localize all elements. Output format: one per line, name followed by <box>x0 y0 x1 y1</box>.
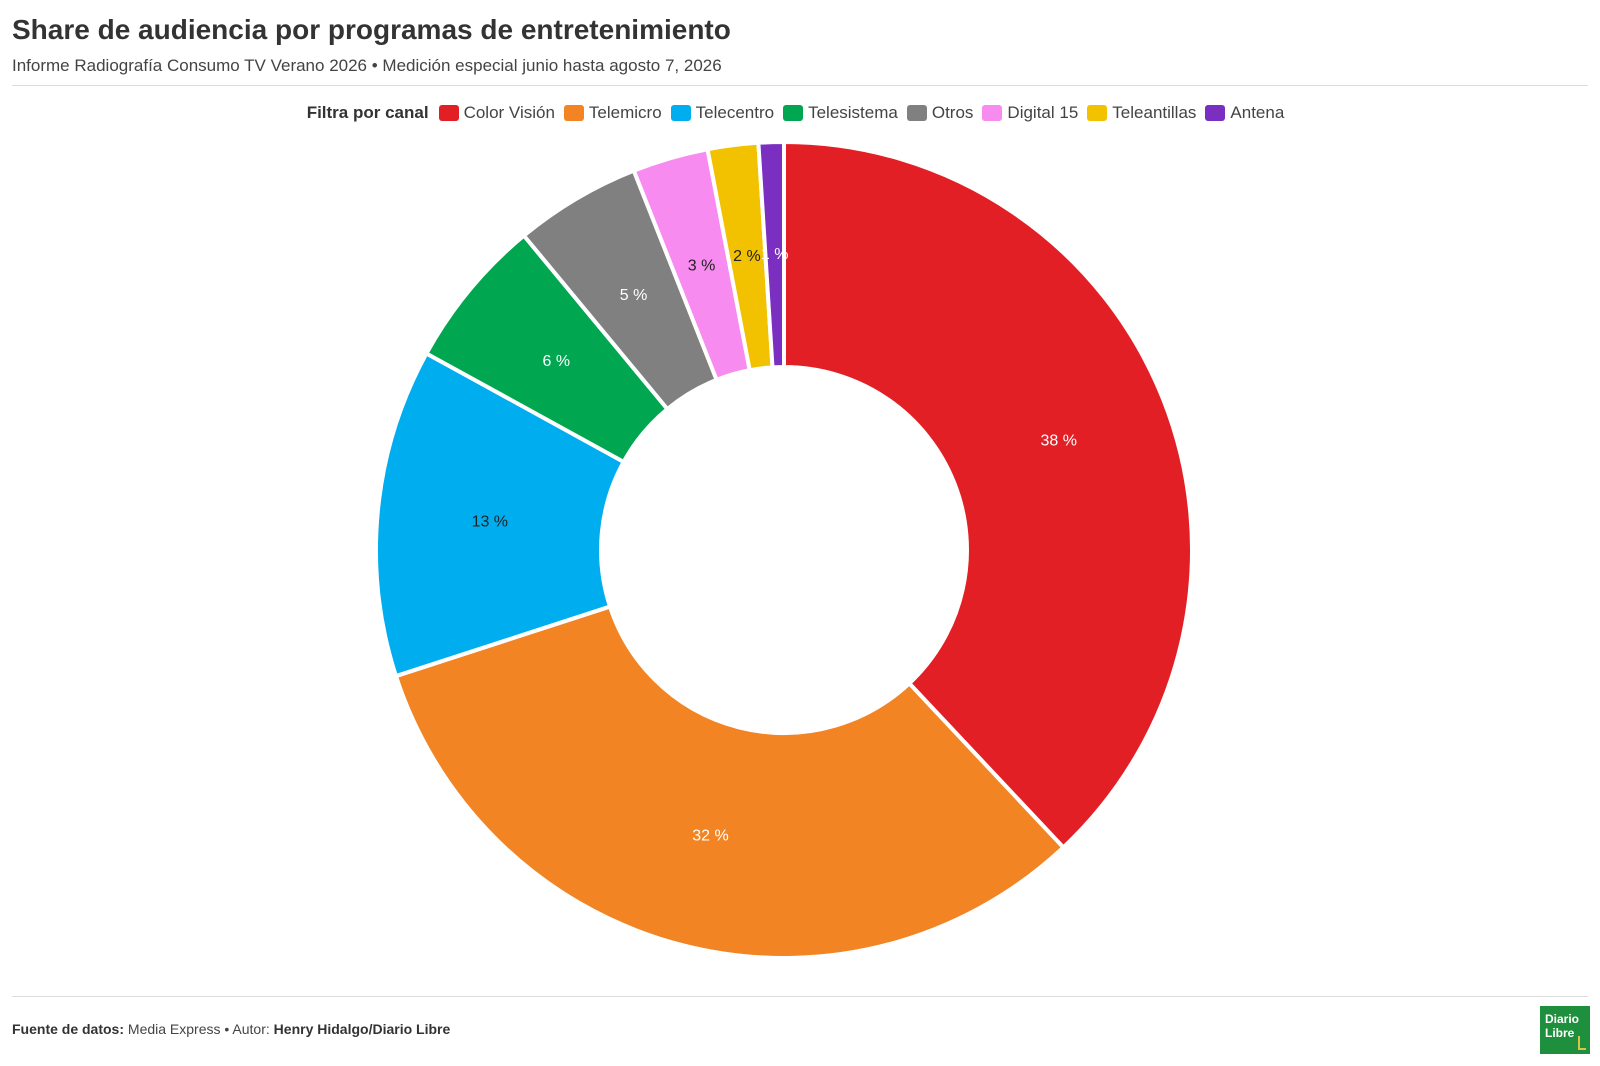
legend-item-telemicro[interactable]: Telemicro <box>563 101 662 125</box>
legend-swatch <box>783 105 804 121</box>
chart-header: Share de audiencia por programas de entr… <box>12 10 1588 78</box>
author-value: Henry Hidalgo/Diario Libre <box>273 1021 451 1037</box>
legend-swatch <box>906 105 927 121</box>
slice-label-telemicro: 32 % <box>692 827 728 844</box>
legend-item-telesistema[interactable]: Telesistema <box>783 101 898 125</box>
slice-label-color-vision: 38 % <box>1041 432 1077 449</box>
logo-line-2: Libre <box>1545 1026 1575 1040</box>
legend-label: Teleantillas <box>1112 103 1197 122</box>
legend-item-telecentro[interactable]: Telecentro <box>670 101 775 125</box>
slice-label-telecentro: 13 % <box>472 513 508 530</box>
legend-label: Digital 15 <box>1007 103 1079 122</box>
logo-mark-icon <box>1578 1036 1586 1050</box>
slice-color-vision[interactable] <box>782 140 1194 850</box>
slice-label-teleantillas: 2 % <box>733 248 761 265</box>
slice-antena[interactable] <box>756 140 786 370</box>
legend-swatch <box>982 105 1003 121</box>
legend-item-otros[interactable]: Otros <box>906 101 974 125</box>
slice-label-digital-15: 3 % <box>688 257 716 274</box>
chart-legend: Filtra por canal Color Visión Telemicro Te… <box>0 101 1600 125</box>
legend-label: Telesistema <box>808 103 898 122</box>
legend-swatch <box>438 105 459 121</box>
legend-item-antena[interactable]: Antena <box>1205 101 1284 125</box>
legend-label: Otros <box>931 103 974 122</box>
slice-label-antena: 1 % <box>761 246 789 263</box>
author-label: Autor: <box>232 1021 270 1037</box>
slice-label-otros: 5 % <box>620 287 648 304</box>
chart-title: Share de audiencia por programas de entr… <box>12 14 731 45</box>
legend-swatch <box>670 105 691 121</box>
slice-telecentro[interactable] <box>374 351 626 679</box>
legend-label: Antena <box>1230 103 1285 122</box>
legend-title: Filtra por canal <box>306 103 429 122</box>
legend-label: Telecentro <box>695 103 775 122</box>
slice-label-telesistema: 6 % <box>543 353 571 370</box>
legend-swatch <box>1205 105 1226 121</box>
source-label: Fuente de datos: <box>12 1021 125 1037</box>
legend-item-digital-15[interactable]: Digital 15 <box>982 101 1078 125</box>
logo-line-1: Diario <box>1545 1012 1580 1026</box>
legend-swatch <box>1087 105 1108 121</box>
slice-telemicro[interactable] <box>393 604 1066 960</box>
footer-divider <box>12 996 1588 997</box>
header-divider <box>12 85 1588 86</box>
legend-item-color-vision[interactable]: Color Visión <box>438 101 555 125</box>
legend-label: Telemicro <box>588 103 662 122</box>
source-value: Media Express <box>127 1021 221 1037</box>
footer-separator: • <box>224 1021 230 1037</box>
diario-libre-logo[interactable]: Diario Libre <box>1540 1006 1590 1054</box>
legend-swatch <box>563 105 584 121</box>
chart-subtitle: Informe Radiografía Consumo TV Verano 20… <box>12 56 722 75</box>
chart-footer: Fuente de datos: Media Express • Autor: … <box>12 1019 450 1039</box>
legend-item-teleantillas[interactable]: Teleantillas <box>1087 101 1196 125</box>
legend-label: Color Visión <box>463 103 555 122</box>
